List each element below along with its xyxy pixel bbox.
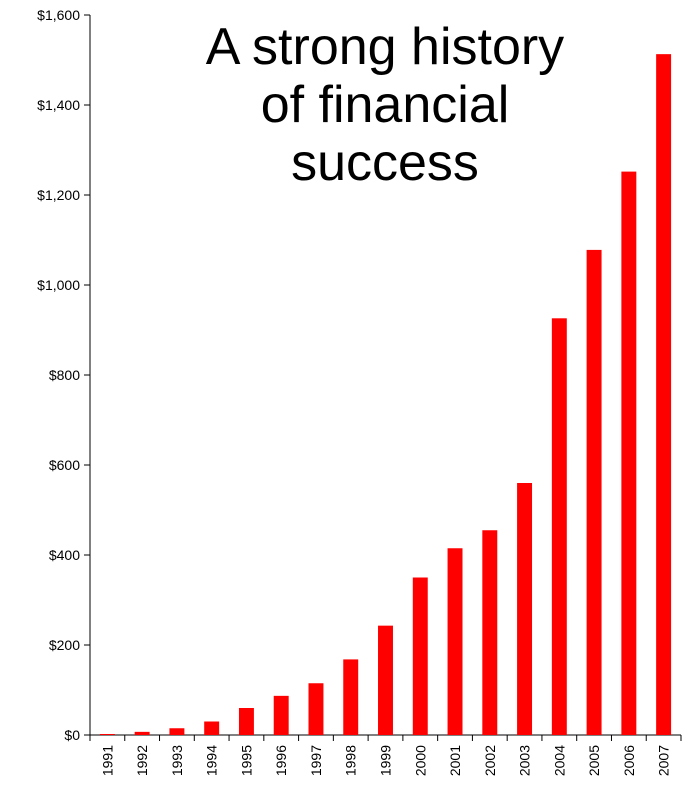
x-tick-label: 2002: [482, 745, 498, 776]
x-tick-label: 1999: [378, 745, 394, 776]
x-tick-label: 2000: [412, 745, 428, 776]
x-tick-label: 2004: [551, 745, 567, 776]
bar: [517, 483, 533, 735]
x-tick-label: 2007: [656, 745, 672, 776]
bar: [169, 728, 185, 735]
bar: [586, 249, 602, 735]
bar: [343, 659, 359, 735]
y-tick-label: $200: [49, 637, 80, 653]
bar: [656, 54, 672, 735]
bar: [482, 530, 498, 735]
x-tick-label: 2003: [517, 745, 533, 776]
bar: [308, 683, 324, 735]
y-tick-label: $800: [49, 367, 80, 383]
bar: [134, 731, 150, 735]
y-tick-label: $1,000: [37, 277, 80, 293]
x-tick-label: 2006: [621, 745, 637, 776]
x-tick-label: 1994: [204, 745, 220, 776]
x-tick-label: 2001: [447, 745, 463, 776]
y-tick-label: $400: [49, 547, 80, 563]
x-tick-label: 1993: [169, 745, 185, 776]
chart-title: A strong history of financial success: [205, 18, 565, 192]
x-tick-label: 1992: [134, 745, 150, 776]
bar: [99, 734, 115, 735]
bar: [238, 708, 254, 735]
x-tick-label: 1997: [308, 745, 324, 776]
y-tick-label: $1,200: [37, 187, 80, 203]
y-tick-label: $1,400: [37, 97, 80, 113]
y-tick-label: $600: [49, 457, 80, 473]
bar: [378, 625, 393, 735]
bar: [204, 721, 220, 735]
bar: [447, 548, 463, 735]
bar: [621, 171, 637, 736]
x-tick-label: 1998: [343, 745, 359, 776]
x-tick-label: 2005: [586, 745, 602, 776]
x-tick-label: 1995: [238, 745, 254, 776]
x-tick-label: 1996: [273, 745, 289, 776]
y-tick-label: $1,600: [37, 7, 80, 23]
y-tick-label: $0: [64, 727, 80, 743]
bar: [273, 695, 289, 735]
bar: [551, 318, 567, 735]
bar: [412, 577, 428, 735]
x-tick-label: 1991: [99, 745, 115, 776]
